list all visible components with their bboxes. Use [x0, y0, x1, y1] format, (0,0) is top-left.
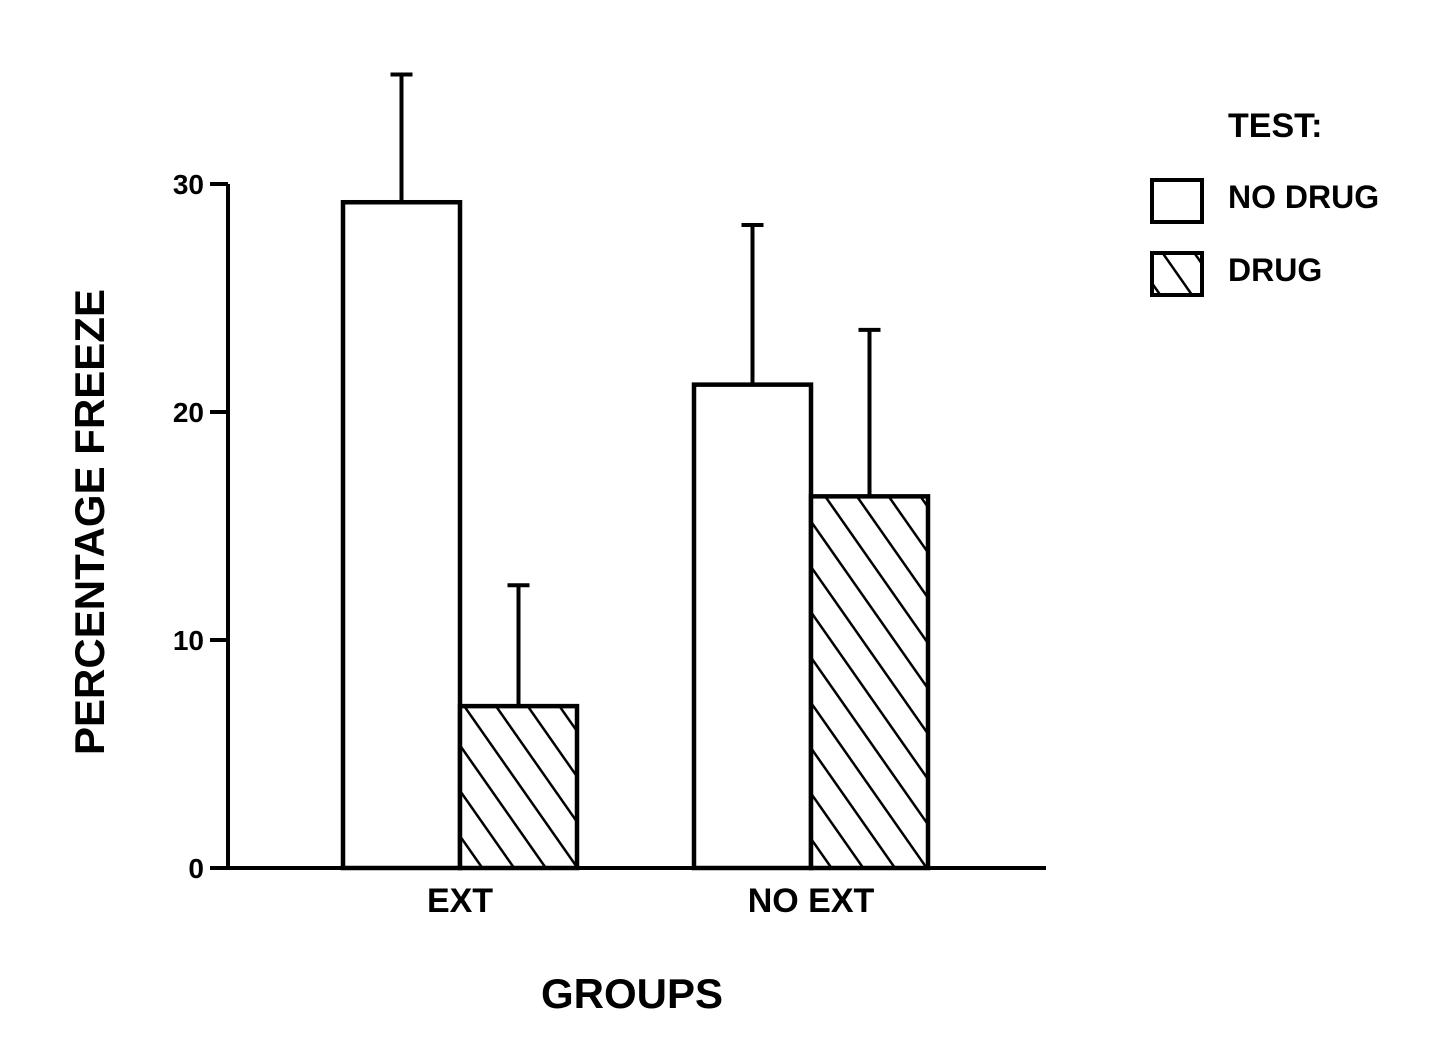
bar-no-ext-no-drug [691, 382, 814, 871]
y-tick-label: 30 [173, 169, 204, 200]
legend-swatch-drug [1150, 251, 1204, 297]
bars-layer [340, 72, 931, 871]
bar-ext-drug [457, 703, 580, 871]
legend-label-drug: DRUG [1228, 252, 1322, 288]
x-category-label: EXT [427, 882, 493, 920]
bar-no-ext-drug [808, 494, 931, 871]
y-tick-label: 10 [173, 625, 204, 656]
legend: TEST: NO DRUG DRUG [1150, 107, 1379, 297]
x-category-labels: EXT NO EXT [427, 882, 875, 920]
legend-label-no-drug: NO DRUG [1228, 179, 1379, 215]
y-tick-label: 0 [188, 853, 204, 884]
legend-title: TEST: [1228, 107, 1322, 145]
x-category-label: NO EXT [748, 882, 875, 920]
legend-swatch-no-drug [1150, 178, 1204, 224]
y-ticks: 0 10 20 30 [173, 169, 228, 884]
bar-ext-no-drug [340, 199, 463, 871]
y-tick-label: 20 [173, 397, 204, 428]
y-axis-title: PERCENTAGE FREEZE [66, 289, 113, 755]
x-axis-title: GROUPS [541, 970, 723, 1017]
